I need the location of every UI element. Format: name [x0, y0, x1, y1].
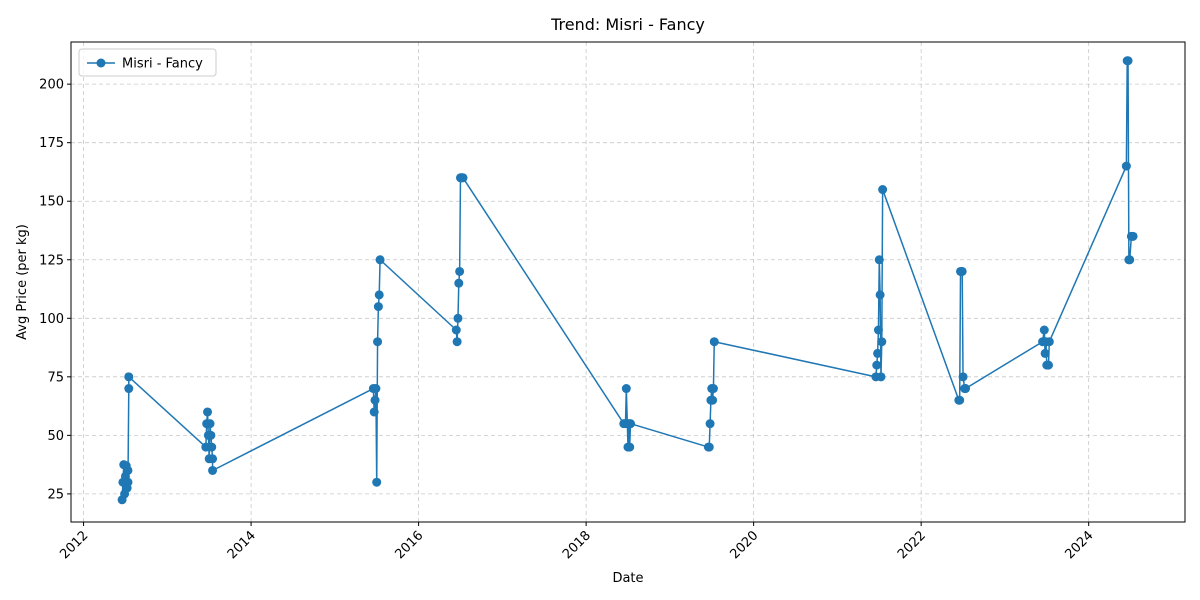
data-point	[626, 419, 636, 429]
series-layer	[117, 56, 1138, 505]
data-point	[957, 266, 967, 276]
data-point	[1123, 56, 1133, 66]
data-point	[878, 185, 888, 195]
data-point	[373, 337, 383, 347]
data-point	[1039, 325, 1049, 335]
legend: Misri - Fancy	[78, 48, 217, 77]
data-point	[1043, 360, 1053, 370]
data-point	[123, 477, 133, 487]
data-point	[123, 465, 133, 475]
data-point	[452, 337, 462, 347]
data-point	[708, 384, 718, 394]
data-point	[203, 407, 213, 417]
x-axis-label: Date	[612, 571, 643, 586]
data-point	[454, 278, 464, 288]
data-point	[208, 465, 218, 475]
data-point	[955, 395, 965, 405]
data-point	[621, 384, 631, 394]
y-axis-ticks: 25 50 75 100 125 150 175 200	[39, 78, 71, 502]
data-point	[705, 419, 715, 429]
data-point	[373, 302, 383, 312]
y-tick-label: 100	[39, 312, 64, 327]
data-point	[875, 290, 885, 300]
data-point	[961, 384, 971, 394]
data-point	[876, 372, 886, 382]
data-point	[1128, 231, 1138, 241]
y-tick-label: 175	[39, 136, 64, 151]
legend-label: Misri - Fancy	[122, 57, 203, 72]
data-point	[1125, 255, 1135, 265]
data-point	[374, 290, 384, 300]
data-point	[874, 255, 884, 265]
legend-marker-swatch	[96, 58, 106, 68]
data-point	[709, 337, 719, 347]
data-point	[872, 360, 882, 370]
data-point	[372, 477, 382, 487]
y-tick-label: 200	[39, 78, 64, 93]
data-point	[873, 325, 883, 335]
data-point	[205, 419, 215, 429]
plot-area-frame	[70, 41, 1186, 523]
data-point	[958, 372, 968, 382]
data-point	[207, 442, 217, 452]
data-point	[369, 407, 379, 417]
data-point	[877, 337, 887, 347]
data-point	[873, 348, 883, 358]
y-tick-label: 75	[47, 370, 64, 385]
data-point	[704, 442, 714, 452]
y-tick-label: 125	[39, 253, 64, 268]
legend-box	[78, 48, 217, 77]
y-axis-label: Avg Price (per kg)	[15, 224, 30, 340]
y-tick-label: 150	[39, 195, 64, 210]
data-point	[451, 325, 461, 335]
data-point	[455, 266, 465, 276]
data-point	[1044, 337, 1054, 347]
data-point	[371, 384, 381, 394]
data-point	[370, 395, 380, 405]
data-point	[625, 442, 635, 452]
grid-lines	[71, 42, 1185, 522]
data-point	[458, 173, 468, 183]
y-tick-label: 50	[47, 429, 64, 444]
y-tick-label: 25	[47, 487, 64, 502]
data-point	[375, 255, 385, 265]
data-point	[1121, 161, 1131, 171]
data-point	[708, 395, 718, 405]
data-point	[208, 454, 218, 464]
data-point	[206, 430, 216, 440]
chart-title: Trend: Misri - Fancy	[550, 15, 705, 34]
data-point	[1040, 348, 1050, 358]
data-point	[453, 313, 463, 323]
data-point	[124, 372, 134, 382]
data-point	[124, 384, 134, 394]
